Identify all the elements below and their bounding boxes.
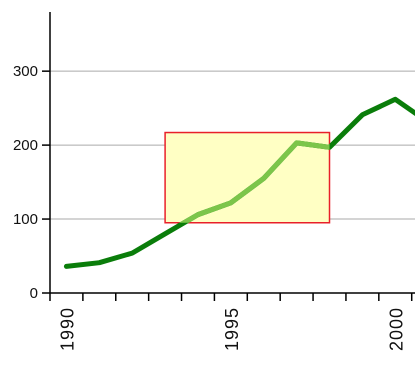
y-tick-label: 200: [13, 137, 38, 154]
y-tick-label: 0: [30, 285, 38, 302]
x-axis: 1990 1995 2000: [49, 292, 415, 351]
data-point: [327, 145, 332, 150]
x-tick-label: 1995: [222, 307, 242, 351]
data-point: [130, 251, 135, 256]
x-tick-label: 1990: [57, 307, 77, 351]
data-point: [261, 176, 266, 181]
y-axis: 0 100 200 300: [13, 12, 51, 302]
series-line: [63, 96, 415, 269]
data-point: [294, 140, 299, 145]
series-path-highlighted: [179, 140, 330, 223]
data-point: [393, 97, 398, 102]
data-point: [195, 212, 200, 217]
y-tick-label: 100: [13, 211, 38, 228]
x-tick-label: 2000: [386, 307, 406, 351]
data-point: [97, 260, 102, 265]
data-point: [163, 231, 168, 236]
y-tick-label: 300: [13, 63, 38, 80]
data-point: [228, 200, 233, 205]
data-point: [360, 112, 365, 117]
highlight-region[interactable]: [164, 131, 331, 224]
data-point: [64, 264, 69, 269]
